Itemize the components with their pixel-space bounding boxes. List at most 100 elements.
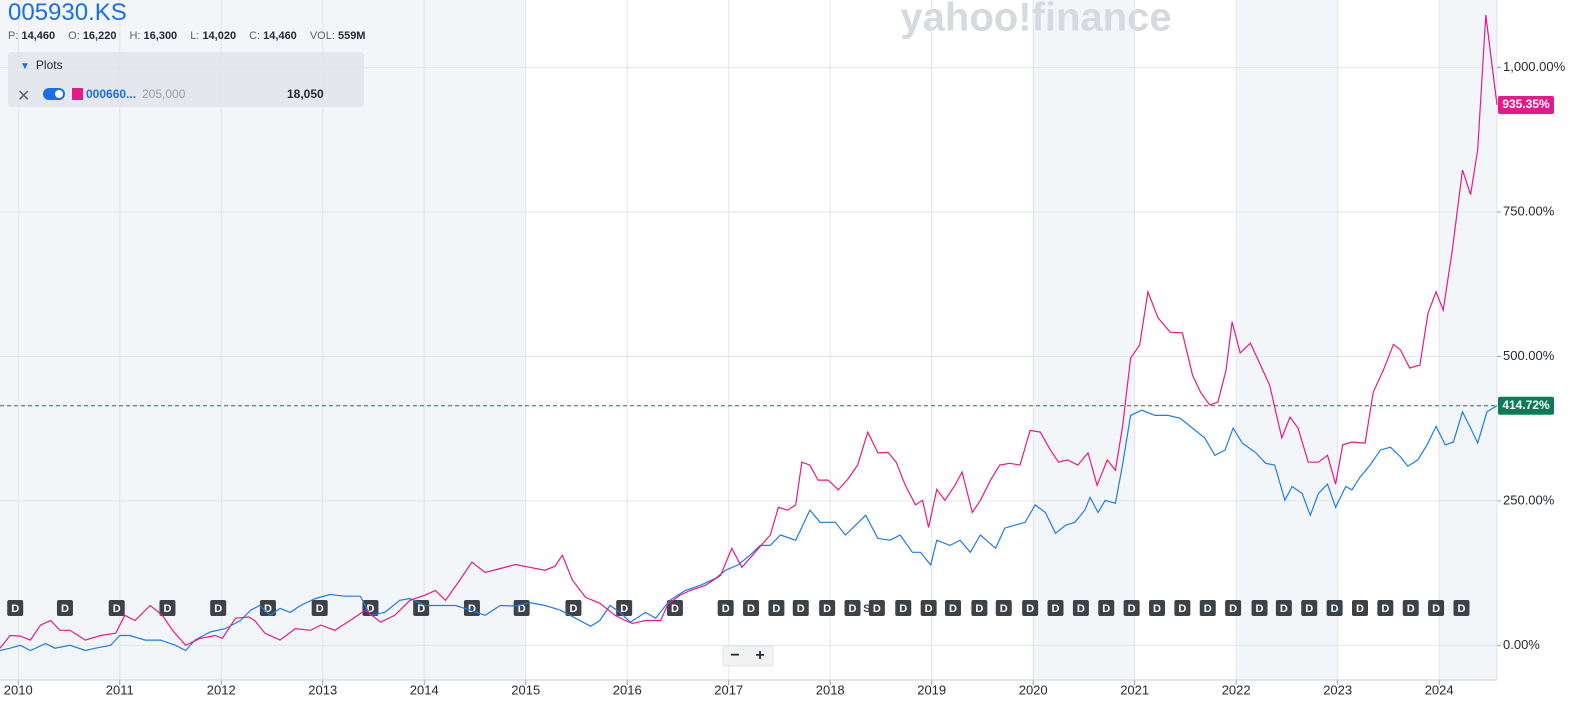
dividend-marker[interactable]: D [844,600,861,616]
dividend-marker[interactable]: D [743,600,760,616]
dividend-marker[interactable]: D [56,600,73,616]
x-tick-label: 2017 [714,682,743,697]
dividend-label: D [797,603,805,615]
dividend-label: D [1305,603,1313,615]
dividend-box [1149,600,1166,616]
dividend-box [895,600,912,616]
dividend-marker[interactable]: D [463,600,480,616]
dividend-marker[interactable]: D [311,600,328,616]
dividend-box [1047,600,1064,616]
zoom-button[interactable]: − [730,647,739,664]
y-tick-label: 750.00% [1503,203,1555,218]
dividend-marker[interactable]: D [565,600,582,616]
dividend-marker[interactable]: D [717,600,734,616]
dividend-marker[interactable]: D [413,600,430,616]
dividend-marker[interactable]: D [210,600,227,616]
dividend-box [362,600,379,616]
dividend-marker[interactable]: D [1149,600,1166,616]
dividend-label: D [1356,603,1364,615]
dividend-marker[interactable]: D [1123,600,1140,616]
quote-value: 16,220 [82,30,117,42]
dividend-marker[interactable]: D [1225,600,1242,616]
dividend-marker[interactable]: D [1377,600,1394,616]
dividend-marker[interactable]: D [920,600,937,616]
dividend-marker[interactable]: D [1199,600,1216,616]
dividend-box [1022,600,1039,616]
dividend-box [1326,600,1343,616]
watermark: yahoo!finance [900,0,1171,40]
last-value-tag [1498,95,1554,114]
dividend-marker[interactable]: D [1301,600,1318,616]
toggle[interactable] [43,88,65,100]
dividend-marker[interactable]: D [792,600,809,616]
plots-panel: Plots ✕ 000660... 205,000 18,050 [8,52,364,107]
dividend-marker[interactable]: D [259,600,276,616]
zoom-button[interactable]: + [755,647,764,664]
dividend-marker[interactable]: D [895,600,912,616]
quote-item: VOL: 559M [310,30,366,42]
dividend-marker[interactable]: D [1251,600,1268,616]
x-tick-label: 2016 [613,682,642,697]
plots-title[interactable]: Plots [20,58,63,72]
dividend-box [1377,600,1394,616]
dividend-marker[interactable]: D [945,600,962,616]
x-tick-label: 2010 [4,682,33,697]
dividend-label: D [873,603,881,615]
zoom-box [722,645,774,667]
dividend-box [1402,600,1419,616]
quote-value: 559M [337,30,366,42]
quote-item: L: 14,020 [190,30,236,42]
dividend-marker[interactable]: D [362,600,379,616]
dividend-marker[interactable]: D [1275,600,1292,616]
dividend-marker[interactable]: D [1402,600,1419,616]
dividend-marker[interactable]: D [1022,600,1039,616]
x-tick-label: 2015 [511,682,540,697]
dividend-label: D [1178,603,1186,615]
split-marker: S [863,603,870,615]
dividend-label: D [823,603,831,615]
dividend-marker[interactable]: D [868,600,885,616]
comparison-symbol[interactable]: 000660... [86,87,137,101]
dividend-marker[interactable]: D [513,600,530,616]
dividend-marker[interactable]: D [768,600,785,616]
dividend-label: D [1153,603,1161,615]
dividend-marker[interactable]: D [7,600,24,616]
dividend-label: D [1000,603,1008,615]
dividend-label: D [264,603,272,615]
dividend-marker[interactable]: D [1453,600,1470,616]
x-tick-label: 2022 [1222,682,1251,697]
dividend-marker[interactable]: D [1098,600,1115,616]
dividend-marker[interactable]: D [108,600,125,616]
split-label: S [863,603,870,615]
quote-label: P: [8,30,19,42]
dividend-marker[interactable]: D [1047,600,1064,616]
dividend-label: D [417,603,425,615]
x-tick-label: 2013 [308,682,337,697]
dividend-marker[interactable]: D [1072,600,1089,616]
remove-button[interactable]: ✕ [17,88,31,105]
dividend-label: D [849,603,857,615]
dividend-marker[interactable]: D [995,600,1012,616]
dividend-box [413,600,430,616]
dividend-marker[interactable]: D [1326,600,1343,616]
dividend-marker[interactable]: D [819,600,836,616]
quote-row: P: 14,460 O: 16,220 H: 16,300 L: 14,020 C: 1… [8,30,365,42]
dividend-marker[interactable]: D [1428,600,1445,616]
y-tick-label: 250.00% [1503,492,1555,507]
dividend-marker[interactable]: D [616,600,633,616]
dividend-marker[interactable]: D [1174,600,1191,616]
dividend-label: D [163,603,171,615]
dividend-box [995,600,1012,616]
quote-value: 14,460 [263,30,297,42]
dividend-marker[interactable]: D [159,600,176,616]
last-value-label: 414.72% [1502,398,1550,412]
quote-item: O: 16,220 [68,30,116,42]
dividend-label: D [1128,603,1136,615]
dividend-marker[interactable]: D [1351,600,1368,616]
dividend-label: D [1077,603,1085,615]
dividend-marker[interactable]: D [666,600,683,616]
dividend-label: D [949,603,957,615]
dividend-box [868,600,885,616]
dividend-marker[interactable]: D [971,600,988,616]
